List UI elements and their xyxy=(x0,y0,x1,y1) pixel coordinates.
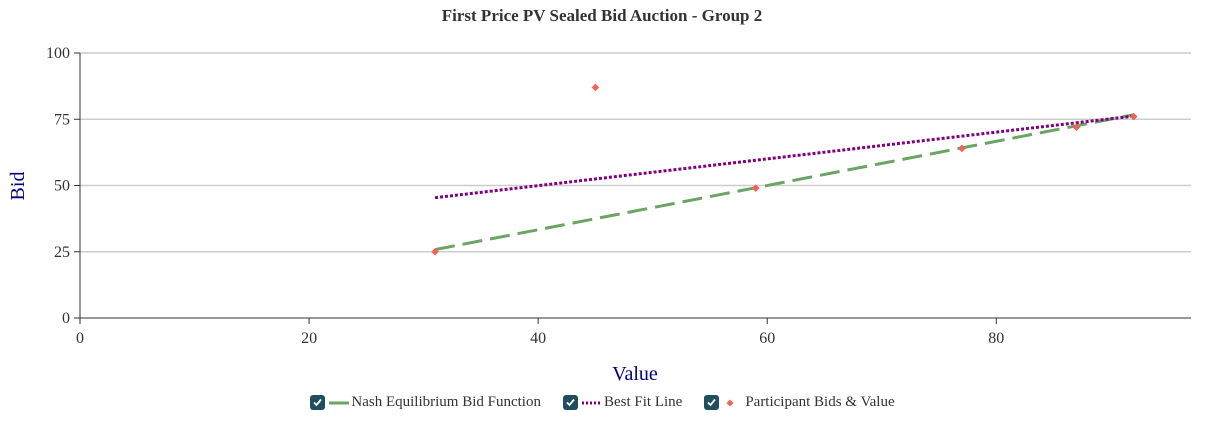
legend: Nash Equilibrium Bid Function Best Fit L… xyxy=(0,394,1205,411)
checkbox-checked-icon[interactable] xyxy=(310,395,326,410)
scatter-point xyxy=(591,83,600,92)
scatter-point xyxy=(1072,123,1081,131)
tick-labels: 0 25 50 75 100 0 20 40 60 80 xyxy=(46,45,1004,347)
y-tick-label: 25 xyxy=(54,244,70,261)
x-tick-label: 60 xyxy=(759,330,775,347)
series-line-1 xyxy=(434,114,1134,200)
legend-item-nash[interactable]: Nash Equilibrium Bid Function xyxy=(310,394,541,411)
x-tick-label: 20 xyxy=(301,330,317,347)
legend-label: Nash Equilibrium Bid Function xyxy=(351,394,541,410)
series-line-0 xyxy=(434,113,1135,252)
y-tick-label: 0 xyxy=(62,310,70,327)
checkbox-checked-icon[interactable] xyxy=(704,395,720,410)
checkbox-checked-icon[interactable] xyxy=(562,395,578,410)
legend-label: Participant Bids & Value xyxy=(745,394,895,410)
scatter-point xyxy=(958,144,966,153)
axes xyxy=(74,52,1191,324)
scatter-point xyxy=(751,184,760,192)
y-tick-label: 100 xyxy=(46,45,70,62)
x-axis-title: Value xyxy=(612,363,658,385)
legend-label: Best Fit Line xyxy=(603,394,683,410)
legend-swatch-participants xyxy=(726,399,734,406)
x-tick-label: 40 xyxy=(530,330,546,347)
y-tick-label: 75 xyxy=(54,111,70,128)
scatter-point xyxy=(431,247,439,256)
legend-item-best-fit[interactable]: Best Fit Line xyxy=(562,394,683,411)
series-layer xyxy=(431,83,1138,256)
x-tick-label: 0 xyxy=(76,330,84,347)
grid xyxy=(80,52,1191,253)
y-tick-label: 50 xyxy=(54,178,70,195)
legend-swatch-best-fit xyxy=(581,401,602,404)
chart-title: First Price PV Sealed Bid Auction - Grou… xyxy=(442,6,762,25)
y-axis-title: Bid xyxy=(7,172,29,201)
scatter-point xyxy=(1129,112,1138,121)
chart: First Price PV Sealed Bid Auction - Grou… xyxy=(7,6,1191,385)
legend-swatch-nash xyxy=(329,401,350,404)
legend-item-participants[interactable]: Participant Bids & Value xyxy=(704,394,895,411)
x-tick-label: 80 xyxy=(988,330,1004,347)
